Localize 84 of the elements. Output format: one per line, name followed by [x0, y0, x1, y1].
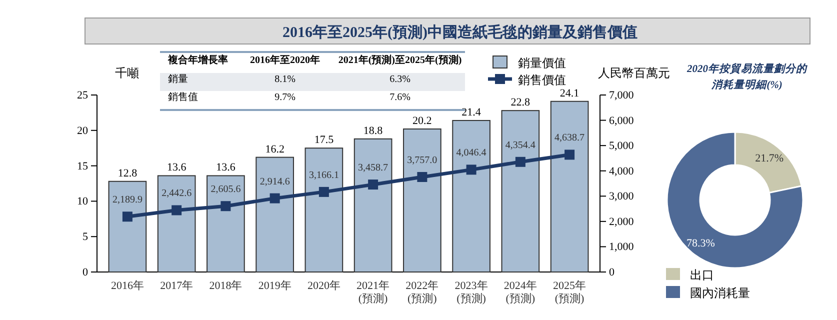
- data-label: 17.5: [314, 134, 334, 146]
- annotation: 9.7%: [274, 92, 296, 103]
- bar: [452, 120, 490, 272]
- point: [564, 150, 575, 160]
- y2-tick-label: 7,000: [609, 90, 634, 102]
- data-label: 2,189.9: [112, 194, 142, 206]
- data-label: 12.8: [118, 167, 138, 180]
- data-label: 20.2: [412, 114, 432, 127]
- data-label: 21.7%: [755, 152, 784, 165]
- y2-tick-label: 4,000: [609, 165, 634, 178]
- y-tick-label: 15: [77, 160, 88, 172]
- bar: [157, 175, 196, 272]
- chart-title: 2020年按貿易流量劃分的消耗量明細(%): [686, 62, 808, 91]
- text: 8.1%: [274, 74, 296, 85]
- data-label: 13.6: [216, 162, 236, 174]
- point: [515, 156, 526, 167]
- x-tick-label: 2024年(預測): [504, 280, 537, 305]
- data-label: 13.6: [166, 162, 187, 174]
- x-tick-label: 2020年: [307, 280, 340, 292]
- y2-tick-label: 0: [609, 266, 615, 279]
- data-label: 22.8: [510, 96, 531, 109]
- data-label: 24.1: [560, 87, 580, 100]
- legend-label: 銷售價值: [518, 73, 566, 87]
- y-tick-label: 25: [77, 90, 88, 102]
- x-tick-label: 2022年(預測): [406, 280, 439, 305]
- y-tick-label: 10: [77, 196, 88, 208]
- y-tick-label: 5: [82, 231, 88, 244]
- annotation: 銷售值: [168, 91, 198, 103]
- y2-tick-label: 6,000: [609, 114, 634, 127]
- text: 6.3%: [390, 74, 410, 85]
- x-tick-label: 2023年(預測): [454, 280, 488, 305]
- bar: [108, 180, 147, 272]
- bar: [501, 110, 540, 272]
- legend-label: 銷量價值: [518, 56, 566, 70]
- donut-slice: [666, 131, 804, 269]
- bar: [354, 138, 392, 272]
- y-axis-title: 千噸: [115, 66, 139, 80]
- data-label: 4,638.7: [554, 132, 585, 144]
- point: [368, 180, 378, 190]
- x-tick-label: 2017年: [160, 280, 194, 292]
- y2-tick-label: 1,000: [609, 241, 634, 254]
- point: [318, 186, 329, 197]
- bar: [206, 175, 245, 272]
- y2-axis-title: 人民幣百萬元: [598, 66, 670, 80]
- x-tick-label: 2021年(預測): [356, 280, 390, 305]
- point: [417, 172, 428, 182]
- y2-tick-label: 3,000: [609, 190, 634, 203]
- text: 2021年(預測)至2025年(預測): [338, 54, 462, 66]
- data-label: 18.8: [363, 124, 384, 137]
- legend-label: 出口: [690, 268, 714, 282]
- annotation: 7.6%: [390, 92, 410, 103]
- data-label: 2,914.6: [260, 176, 290, 188]
- bar: [256, 156, 294, 272]
- bar: [550, 100, 589, 272]
- point: [270, 193, 280, 204]
- point: [172, 205, 182, 216]
- x-tick-label: 2016年: [110, 280, 144, 292]
- data-label: 4,354.4: [505, 140, 536, 151]
- data-label: 21.4: [462, 106, 482, 118]
- data-label: 78.3%: [686, 237, 715, 250]
- data-label: 3,757.0: [407, 155, 438, 166]
- legend-label: 國內消耗量: [690, 286, 750, 300]
- bar: [403, 128, 442, 272]
- point: [220, 201, 231, 212]
- x-tick-label: 2019年: [258, 280, 292, 292]
- x-tick-label: 2018年: [209, 280, 242, 292]
- y-tick-label: 20: [77, 124, 88, 137]
- bar: [304, 148, 344, 272]
- x-tick-label: 2025年(預測): [553, 280, 586, 305]
- chart-title: 2016年至2025年(預測)中國造紙毛毯的銷量及銷售價值: [282, 24, 638, 41]
- text: 2016年至2020年: [250, 54, 320, 66]
- y-tick-label: 0: [82, 266, 88, 279]
- point: [466, 164, 476, 175]
- y2-tick-label: 2,000: [609, 216, 634, 228]
- data-label: 16.2: [265, 143, 284, 156]
- data-label: 2,442.6: [162, 188, 192, 200]
- data-label: 4,046.4: [456, 148, 486, 159]
- text: 複合年增長率: [167, 54, 228, 66]
- text: 銷量: [168, 73, 188, 85]
- y2-tick-label: 5,000: [609, 140, 634, 152]
- point: [122, 212, 132, 222]
- data-label: 3,458.7: [358, 162, 388, 174]
- data-label: 3,166.1: [308, 170, 339, 181]
- data-label: 2,605.6: [210, 184, 241, 196]
